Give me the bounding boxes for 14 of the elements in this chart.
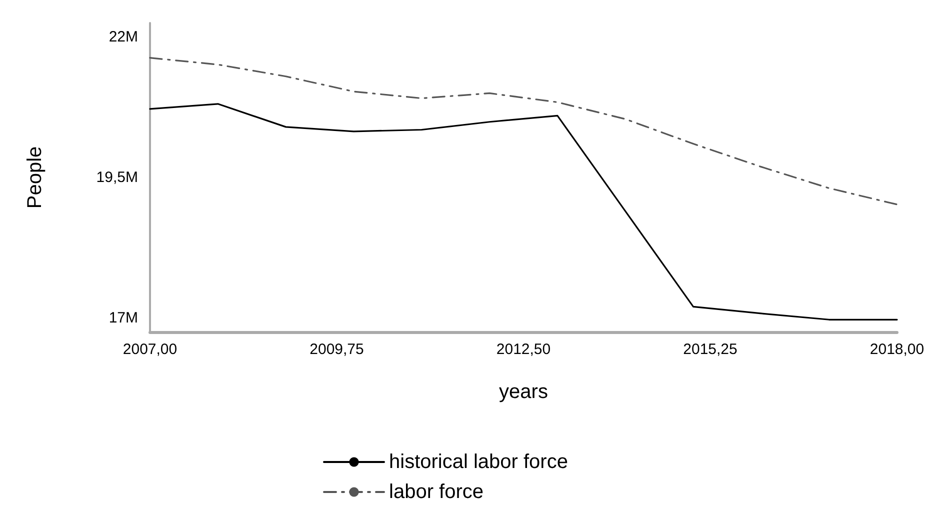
x-tick-label: 2007,00 xyxy=(122,341,178,358)
x-tick-label: 2009,75 xyxy=(310,341,364,358)
legend-label: historical labor force xyxy=(389,451,568,473)
y-tick-label: 22M xyxy=(108,28,138,46)
line-series xyxy=(149,57,898,206)
line-series xyxy=(149,103,898,320)
y-tick-label: 17M xyxy=(108,309,138,326)
x-tick-label: 2015,25 xyxy=(683,341,738,358)
y-tick-label: 19,5M xyxy=(96,169,138,186)
legend-label: labor force xyxy=(389,481,484,503)
y-axis-title: People xyxy=(24,146,46,209)
x-tick-label: 2012,50 xyxy=(496,341,551,358)
x-axis-title: years xyxy=(499,381,548,403)
x-tick-label: 2018,00 xyxy=(870,341,924,358)
